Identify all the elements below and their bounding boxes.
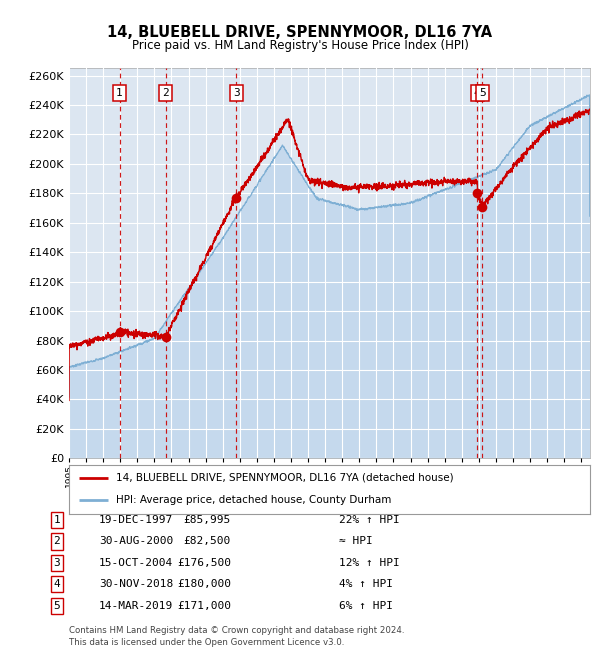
Text: £171,000: £171,000 bbox=[177, 601, 231, 611]
Text: 3: 3 bbox=[233, 88, 239, 98]
Text: Price paid vs. HM Land Registry's House Price Index (HPI): Price paid vs. HM Land Registry's House … bbox=[131, 39, 469, 52]
Text: 14, BLUEBELL DRIVE, SPENNYMOOR, DL16 7YA (detached house): 14, BLUEBELL DRIVE, SPENNYMOOR, DL16 7YA… bbox=[116, 473, 454, 483]
Text: 15-OCT-2004: 15-OCT-2004 bbox=[99, 558, 173, 568]
Text: £85,995: £85,995 bbox=[184, 515, 231, 525]
Text: 5: 5 bbox=[479, 88, 485, 98]
Text: 4: 4 bbox=[474, 88, 481, 98]
Text: 30-NOV-2018: 30-NOV-2018 bbox=[99, 579, 173, 590]
Text: 14, BLUEBELL DRIVE, SPENNYMOOR, DL16 7YA: 14, BLUEBELL DRIVE, SPENNYMOOR, DL16 7YA bbox=[107, 25, 493, 40]
Text: 1: 1 bbox=[53, 515, 61, 525]
Text: 4: 4 bbox=[53, 579, 61, 590]
Text: 22% ↑ HPI: 22% ↑ HPI bbox=[339, 515, 400, 525]
Text: £82,500: £82,500 bbox=[184, 536, 231, 547]
Text: 4% ↑ HPI: 4% ↑ HPI bbox=[339, 579, 393, 590]
Text: £176,500: £176,500 bbox=[177, 558, 231, 568]
Text: 5: 5 bbox=[53, 601, 61, 611]
Text: ≈ HPI: ≈ HPI bbox=[339, 536, 373, 547]
Text: 1: 1 bbox=[116, 88, 123, 98]
Text: 2: 2 bbox=[53, 536, 61, 547]
Text: 3: 3 bbox=[53, 558, 61, 568]
Text: 6% ↑ HPI: 6% ↑ HPI bbox=[339, 601, 393, 611]
Text: 12% ↑ HPI: 12% ↑ HPI bbox=[339, 558, 400, 568]
Text: HPI: Average price, detached house, County Durham: HPI: Average price, detached house, Coun… bbox=[116, 495, 391, 505]
Text: Contains HM Land Registry data © Crown copyright and database right 2024.
This d: Contains HM Land Registry data © Crown c… bbox=[69, 626, 404, 647]
Text: 14-MAR-2019: 14-MAR-2019 bbox=[99, 601, 173, 611]
Text: 2: 2 bbox=[162, 88, 169, 98]
Text: 19-DEC-1997: 19-DEC-1997 bbox=[99, 515, 173, 525]
Text: £180,000: £180,000 bbox=[177, 579, 231, 590]
Text: 30-AUG-2000: 30-AUG-2000 bbox=[99, 536, 173, 547]
